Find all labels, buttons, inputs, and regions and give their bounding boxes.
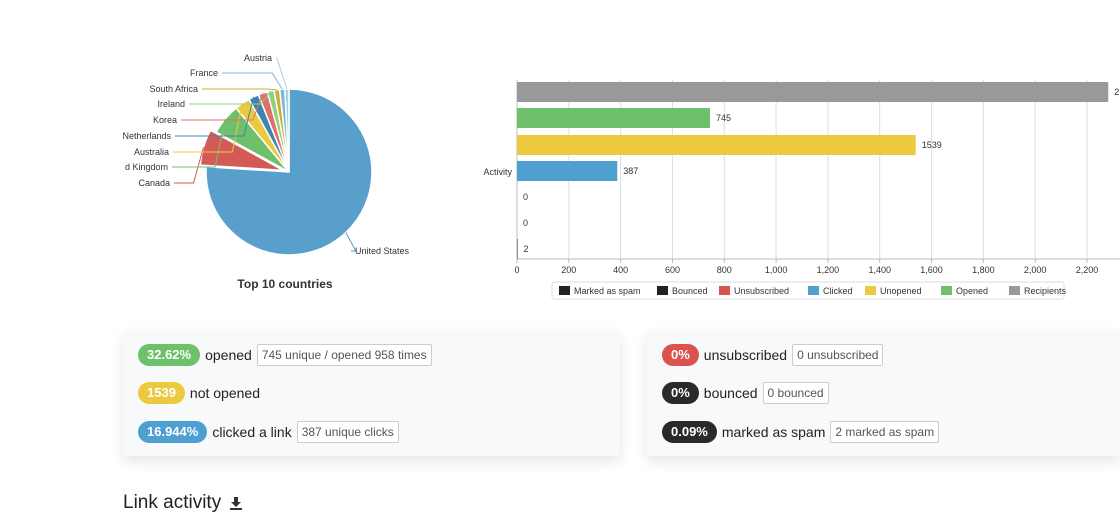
legend-label: Unsubscribed [734,286,789,296]
pie-connector [174,147,205,184]
legend-swatch [941,286,952,295]
bar-value-label: 1539 [922,140,942,150]
bar-unopened[interactable] [517,135,916,155]
bar-value-label: 0 [523,192,528,202]
legend-label: Bounced [672,286,708,296]
legend-item-unopened[interactable]: Unopened [865,286,922,296]
pie-connector [222,72,283,90]
legend-swatch [1009,286,1020,295]
clicked-detail: 387 unique clicks [296,421,399,443]
bar-x-tick-label: 1,600 [920,265,943,275]
clicked-stat: 16.944% clicked a link 387 unique clicks [138,420,399,444]
legend-item-marked-as-spam[interactable]: Marked as spam [559,286,641,296]
bar-recipients[interactable] [517,82,1109,102]
engagement-stats-card: 32.62% opened 745 unique / opened 958 ti… [123,330,620,456]
bar-chart: 2 745 1539 387 0 0 2 0 200 400 600 800 1,000 1,200 1,… [483,80,1120,300]
not-opened-label: not opened [189,385,260,401]
clicked-label: clicked a link [212,424,292,440]
pie-label: Austria [244,53,272,63]
legend-item-clicked[interactable]: Clicked [808,286,853,296]
pie-label: France [190,68,218,78]
not-opened-badge: 1539 [138,382,185,404]
pie-connector [189,90,272,105]
pie-label: d Kingdom [125,162,168,172]
opened-badge: 32.62% [138,344,201,366]
pie-slice-austria[interactable] [284,88,290,173]
clicked-badge: 16.944% [138,421,208,443]
bar-x-tick-label: 200 [561,265,576,275]
pie-label: Ireland [157,99,185,109]
bar-x-tick-label: 0 [514,265,519,275]
bar-value-label: 745 [716,113,731,123]
bar-value-label: 2 [524,244,529,254]
pie-connector [172,118,226,168]
spam-detail: 2 marked as spam [830,421,940,443]
bar-x-tick-label: 1,800 [972,265,995,275]
bar-value-label: 387 [623,166,638,176]
legend-swatch [559,286,570,295]
bar-category-label: Activity [483,167,512,177]
unsubscribed-detail: 0 unsubscribed [792,344,884,366]
unsubscribed-badge: 0% [662,344,699,366]
legend-swatch [719,286,730,295]
not-opened-stat: 1539 not opened [138,381,260,405]
legend-item-bounced[interactable]: Bounced [657,286,708,296]
pie-connector [181,93,264,121]
bar-value-label: 0 [523,218,528,228]
bar-x-tick-label: 800 [717,265,732,275]
bounced-stat: 0% bounced 0 bounced [662,381,829,405]
opened-detail: 745 unique / opened 958 times [256,344,432,366]
bar-x-tick-label: 2,200 [1076,265,1099,275]
legend-swatch [808,286,819,295]
pie-label: Netherlands [122,131,171,141]
download-icon[interactable] [229,496,243,510]
bar-x-tick-label: 1,400 [868,265,891,275]
pie-label: Canada [138,178,170,188]
legend-label: Opened [956,286,988,296]
bar-value-label: 2 [1114,87,1119,97]
pie-label: Korea [153,115,177,125]
link-activity-title: Link activity [123,492,222,513]
bar-x-tick-label: 400 [613,265,628,275]
pie-connector [276,57,288,90]
bar-x-tick-label: 1,200 [817,265,840,275]
unsubscribed-label: unsubscribed [703,347,788,363]
bar-opened[interactable] [517,108,711,128]
unsubscribed-stat: 0% unsubscribed 0 unsubscribed [662,343,884,367]
legend-label: Unopened [880,286,922,296]
pie-connector [345,232,357,252]
opened-stat: 32.62% opened 745 unique / opened 958 ti… [138,343,432,367]
pie-connector [175,96,255,137]
spam-stat: 0.09% marked as spam 2 marked as spam [662,420,940,444]
legend-label: Marked as spam [574,286,641,296]
delivery-stats-card: 0% unsubscribed 0 unsubscribed 0% bounce… [647,330,1120,456]
bounced-detail: 0 bounced [762,382,829,404]
legend-swatch [865,286,876,295]
spam-badge: 0.09% [662,421,717,443]
pie-title: Top 10 countries [237,277,332,291]
pie-slice-united-states[interactable] [205,88,373,256]
pie-label: South Africa [149,84,198,94]
bounced-label: bounced [703,385,758,401]
legend-swatch [657,286,668,295]
legend-item-recipients[interactable]: Recipients [1009,286,1067,296]
pie-connector [202,88,277,91]
bar-x-tick-label: 1,000 [765,265,788,275]
bar-x-tick-label: 2,000 [1024,265,1047,275]
spam-label: marked as spam [721,424,826,440]
pie-label: Australia [134,147,169,157]
legend-item-opened[interactable]: Opened [941,286,988,296]
pie-chart: United States Canada d Kingdom Australia Net… [122,53,410,291]
legend-label: Recipients [1024,286,1067,296]
bar-x-tick-label: 600 [665,265,680,275]
legend-label: Clicked [823,286,853,296]
link-activity-heading: Link activity [123,492,243,514]
opened-label: opened [205,347,252,363]
bounced-badge: 0% [662,382,699,404]
pie-label: United States [355,246,410,256]
legend-item-unsubscribed[interactable]: Unsubscribed [719,286,789,296]
bar-clicked[interactable] [517,161,618,181]
bar-marked-as-spam[interactable] [517,239,518,259]
